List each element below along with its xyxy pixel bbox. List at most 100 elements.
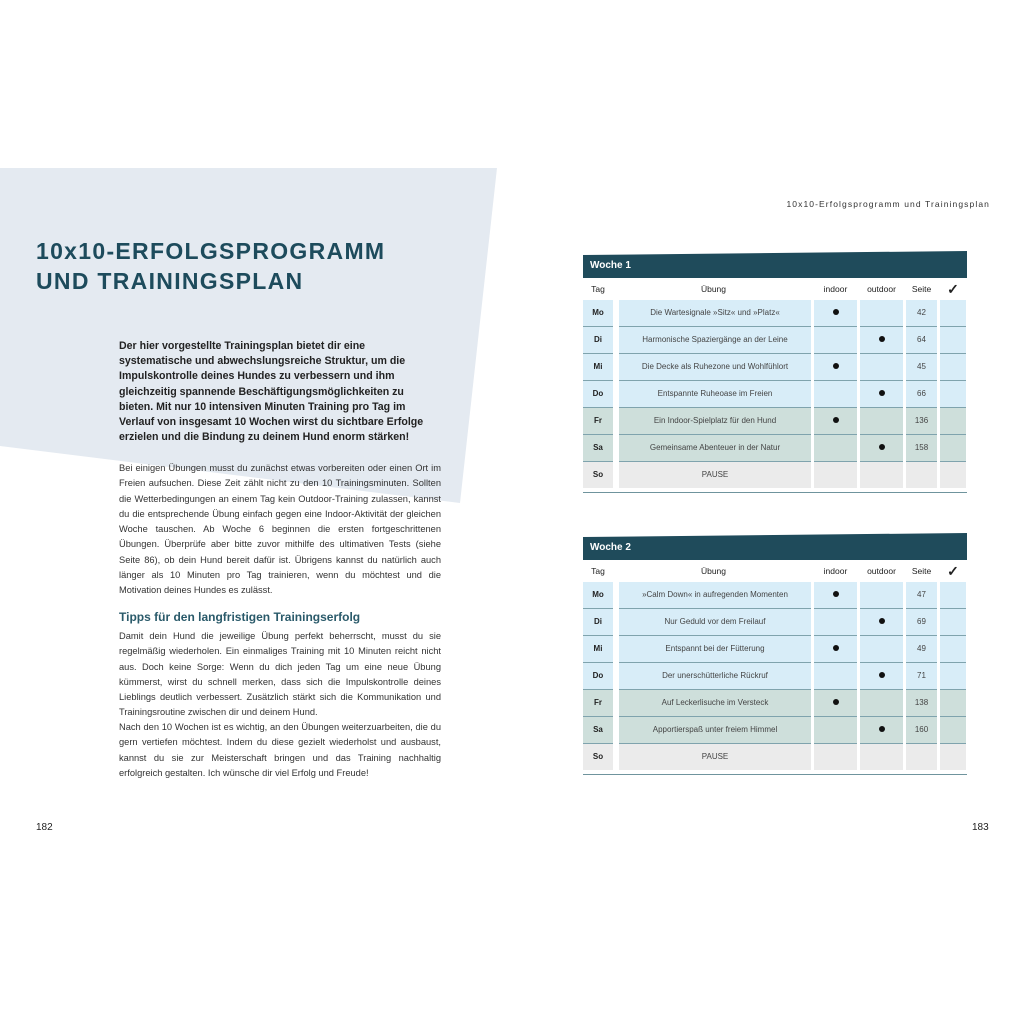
table-bottom-rule [583,774,967,775]
table-bottom-rule [583,492,967,493]
check-cell[interactable] [940,609,966,636]
plan-grid: Tag Übung indoor outdoor Seite ✓ Mo »Calm Down«… [583,560,967,770]
exercise-cell: PAUSE [619,744,811,770]
lead-paragraph: Der hier vorgestellte Trainingsplan biet… [119,340,424,444]
bullet-icon [878,336,885,342]
page-cell: 45 [906,354,937,381]
plan-grid: Tag Übung indoor outdoor Seite ✓ Mo Die Wartesi… [583,278,967,488]
check-cell[interactable] [940,663,966,690]
check-cell[interactable] [940,381,966,408]
title-line-1: 10x10-ERFOLGSPROGRAMM [36,238,386,264]
indoor-cell [814,381,857,408]
check-cell[interactable] [940,300,966,327]
indoor-cell [814,582,857,609]
outdoor-cell [860,354,903,381]
check-cell[interactable] [940,690,966,717]
bullet-icon [878,444,885,450]
body-paragraph-3: Nach den 10 Wochen ist es wichtig, an de… [119,722,441,778]
col-page-header: Seite [911,284,932,294]
page-cell: 160 [906,717,937,744]
bullet-icon [832,309,839,315]
page-cell: 158 [906,435,937,462]
col-page-header: Seite [911,566,932,576]
indoor-cell [814,744,857,770]
check-cell[interactable] [940,462,966,488]
check-cell[interactable] [940,435,966,462]
page-cell: 42 [906,300,937,327]
outdoor-cell [860,636,903,663]
page-cell: 69 [906,609,937,636]
col-indoor-header: indoor [823,566,848,576]
page-cell [906,462,937,488]
week-title: Woche 2 [583,533,967,560]
checkmark-icon: ✓ [947,281,959,297]
check-cell[interactable] [940,582,966,609]
check-cell[interactable] [940,408,966,435]
running-head: 10x10-Erfolgsprogramm und Trainingsplan [786,199,990,209]
exercise-cell: Entspannte Ruheoase im Freien [619,381,811,408]
outdoor-cell [860,663,903,690]
check-cell[interactable] [940,354,966,381]
bullet-icon [832,645,839,651]
check-cell[interactable] [940,717,966,744]
col-outdoor-header: outdoor [867,566,896,576]
col-exercise-header: Übung [700,566,727,576]
day-cell: Fr [583,408,613,435]
body-paragraph-1: Bei einigen Übungen musst du zunächst et… [119,463,441,596]
outdoor-cell [860,717,903,744]
exercise-cell: Die Wartesignale »Sitz« und »Platz« [619,300,811,327]
exercise-cell: Gemeinsame Abenteuer in der Natur [619,435,811,462]
bullet-icon [878,672,885,678]
day-cell: So [583,744,613,770]
page-cell: 64 [906,327,937,354]
outdoor-cell [860,690,903,717]
exercise-cell: Apportierspaß unter freiem Himmel [619,717,811,744]
bullet-icon [832,417,839,423]
outdoor-cell [860,300,903,327]
indoor-cell [814,354,857,381]
page-number-right: 183 [972,822,989,833]
exercise-cell: »Calm Down« in aufregenden Momenten [619,582,811,609]
bullet-icon [832,699,839,705]
day-cell: So [583,462,613,488]
indoor-cell [814,435,857,462]
check-cell[interactable] [940,636,966,663]
outdoor-cell [860,381,903,408]
page-cell: 71 [906,663,937,690]
indoor-cell [814,636,857,663]
day-cell: Di [583,609,613,636]
bullet-icon [832,363,839,369]
checkmark-icon: ✓ [947,563,959,579]
exercise-cell: Harmonische Spaziergänge an der Leine [619,327,811,354]
page-cell: 138 [906,690,937,717]
page-cell: 49 [906,636,937,663]
outdoor-cell [860,408,903,435]
exercise-cell: Die Decke als Ruhezone und Wohlfühlort [619,354,811,381]
day-cell: Sa [583,435,613,462]
week-1-table: Woche 1 Tag Übung indoor outdoor Seite ✓ Mo Die … [583,251,967,493]
title-line-2: UND TRAININGSPLAN [36,268,304,294]
indoor-cell [814,300,857,327]
indoor-cell [814,690,857,717]
page-number-left: 182 [36,822,53,833]
exercise-cell: Ein Indoor-Spielplatz für den Hund [619,408,811,435]
col-exercise-header: Übung [700,284,727,294]
bullet-icon [878,618,885,624]
outdoor-cell [860,744,903,770]
exercise-cell: Nur Geduld vor dem Freilauf [619,609,811,636]
week-title: Woche 1 [583,251,967,278]
col-tag-header: Tag [591,566,605,576]
col-indoor-header: indoor [823,284,848,294]
day-cell: Mi [583,354,613,381]
exercise-cell: PAUSE [619,462,811,488]
week-2-table: Woche 2 Tag Übung indoor outdoor Seite ✓ Mo »Cal… [583,533,967,775]
check-cell[interactable] [940,744,966,770]
subheading: Tipps für den langfristigen Trainingserf… [119,610,361,624]
indoor-cell [814,717,857,744]
day-cell: Do [583,381,613,408]
check-cell[interactable] [940,327,966,354]
body-paragraph-2: Damit dein Hund die jeweilige Übung perf… [119,631,441,718]
page-title: 10x10-ERFOLGSPROGRAMM UND TRAININGSPLAN [36,236,385,296]
page-cell [906,744,937,770]
